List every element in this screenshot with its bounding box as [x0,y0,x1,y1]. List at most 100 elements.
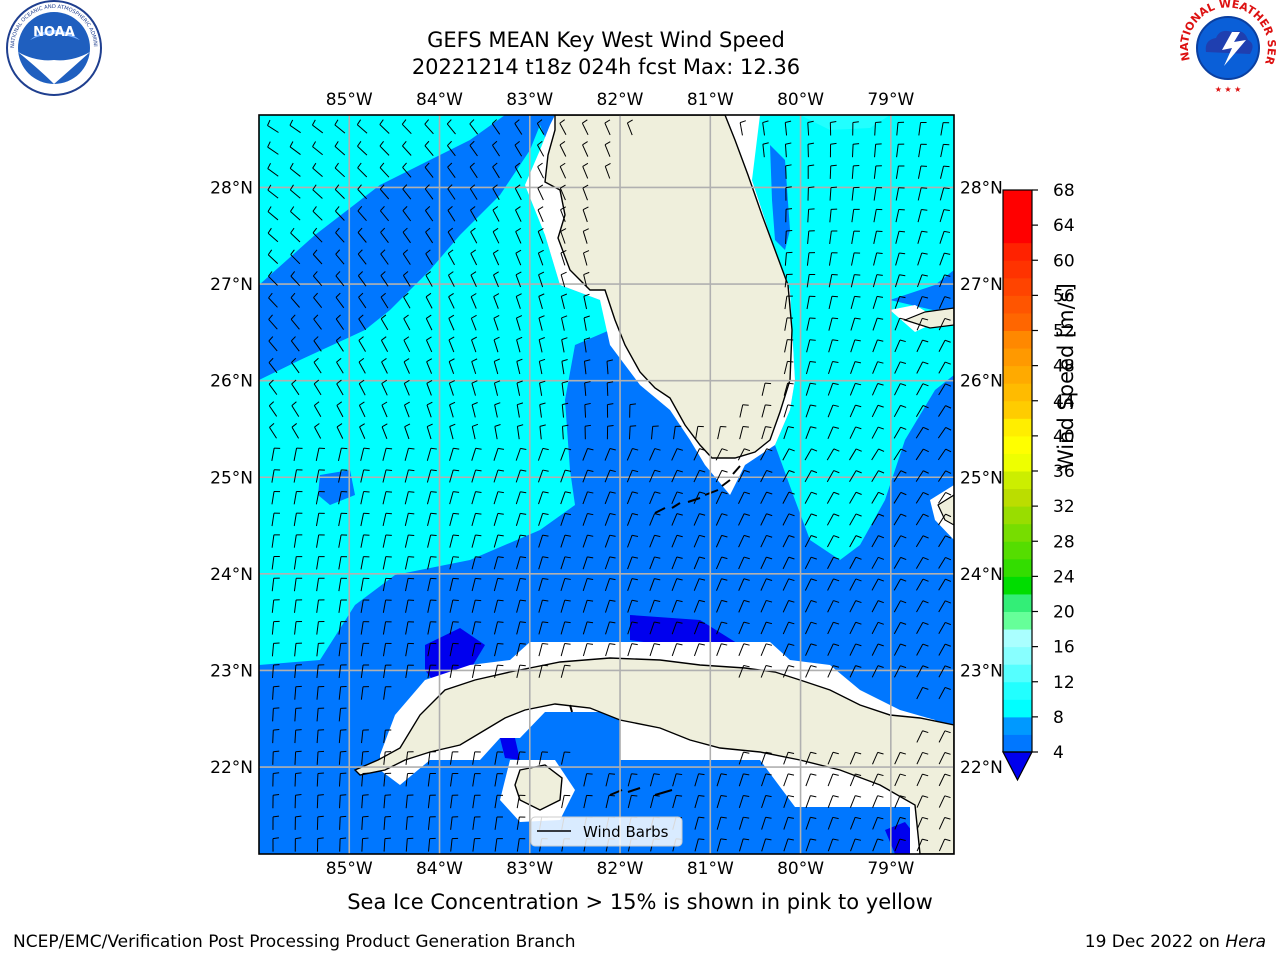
wind-barb [360,512,370,527]
wind-barb [916,773,929,787]
wind-barb [649,534,661,548]
wind-barb [784,317,794,331]
colorbar-tick-label: 4 [1053,743,1064,763]
wind-barb [560,293,568,310]
wind-barb [916,665,929,678]
colorbar-segment [1003,629,1032,648]
wind-barb [716,773,727,787]
wind-barb [357,249,367,265]
lat-tick-label: 24°N [960,565,1003,585]
wind-barb [448,292,455,309]
wind-barb [916,600,929,613]
wind-barb [940,143,950,158]
wind-barb [740,861,750,873]
wind-barb [516,402,524,418]
wind-barb [427,816,436,830]
wind-barb [827,621,840,635]
wind-barb [427,664,437,678]
wind-barb [938,383,952,396]
wind-barb [560,556,571,570]
colorbar-segment [1003,681,1032,700]
wind-barb [360,556,370,570]
wind-barb [562,860,570,873]
wind-barb [360,469,370,483]
wind-barb [447,227,456,244]
wind-barb [424,140,434,157]
wind-barb [449,642,459,657]
wind-barb [471,469,482,483]
wind-barb [761,382,772,396]
wind-barb [273,859,279,873]
wind-barb [471,512,482,526]
wind-barb [336,357,344,374]
wind-barb [449,423,456,440]
wind-barb [604,469,616,483]
wind-barb [334,184,345,200]
colorbar-segment [1003,400,1032,419]
wind-barb [493,293,500,309]
nws-logo: NATIONAL WEATHER SERVICE ★ ★ ★ [0,0,1278,95]
wind-barb [450,773,459,787]
wind-barb [583,315,590,331]
wind-barb [402,184,412,200]
wind-barb [760,751,772,765]
wind-barb [449,751,459,765]
wind-barb [893,621,907,635]
wind-barb [494,773,504,787]
wind-barb [715,534,728,548]
wind-barb [894,361,907,374]
wind-barb [828,861,838,873]
wind-barb [851,252,861,266]
wind-barb [560,249,567,266]
wind-barb [805,795,817,808]
wind-barb [961,731,973,743]
wind-barb [874,143,882,158]
lon-tick-label: 82°W [597,859,644,879]
wind-barb [604,599,616,613]
wind-barb [582,621,594,635]
wind-barb [738,578,750,591]
noaa-logo: NOAA NATIONAL OCEANIC AND ATMOSPHERIC AD… [0,0,102,96]
wind-barb [694,838,705,852]
wind-barb [873,187,883,201]
wind-barb [427,751,436,765]
wind-barb [582,141,589,157]
footer-credit: NCEP/EMC/Verification Post Processing Pr… [13,932,576,952]
wind-barb [961,622,973,633]
wind-barb [334,162,346,178]
wind-barb [514,184,522,201]
wind-barb [872,816,884,830]
wind-barb [427,837,436,852]
wind-barb [382,491,392,505]
wind-barb [604,163,611,179]
wind-barb [361,751,369,765]
wind-barb [582,491,594,505]
wind-barb [916,816,929,830]
wind-barb [938,643,951,656]
wind-barb [582,512,594,526]
wind-barb [805,404,817,418]
colorbar-tick-label: 44 [1053,392,1075,412]
wind-barb [381,358,388,374]
colorbar-tick-label: 64 [1053,216,1075,236]
wind-barb [470,314,477,331]
wind-barb [471,447,482,461]
wind-barb [537,206,544,222]
wind-barb [826,470,840,483]
wind-barb [494,664,504,678]
colorbar-tick-label: 28 [1053,532,1075,552]
wind-barb [271,599,280,613]
wind-barb [939,209,950,223]
wind-barb [383,664,392,679]
wind-barb [583,293,590,310]
wind-barb [805,751,817,765]
wind-barb [360,577,370,592]
wind-barb [315,447,325,461]
wind-barb [448,336,455,353]
wind-barb [938,361,951,374]
wind-barb [538,534,549,548]
wind-barb [335,249,345,265]
wind-barb [828,361,839,375]
wind-barb [850,339,861,353]
